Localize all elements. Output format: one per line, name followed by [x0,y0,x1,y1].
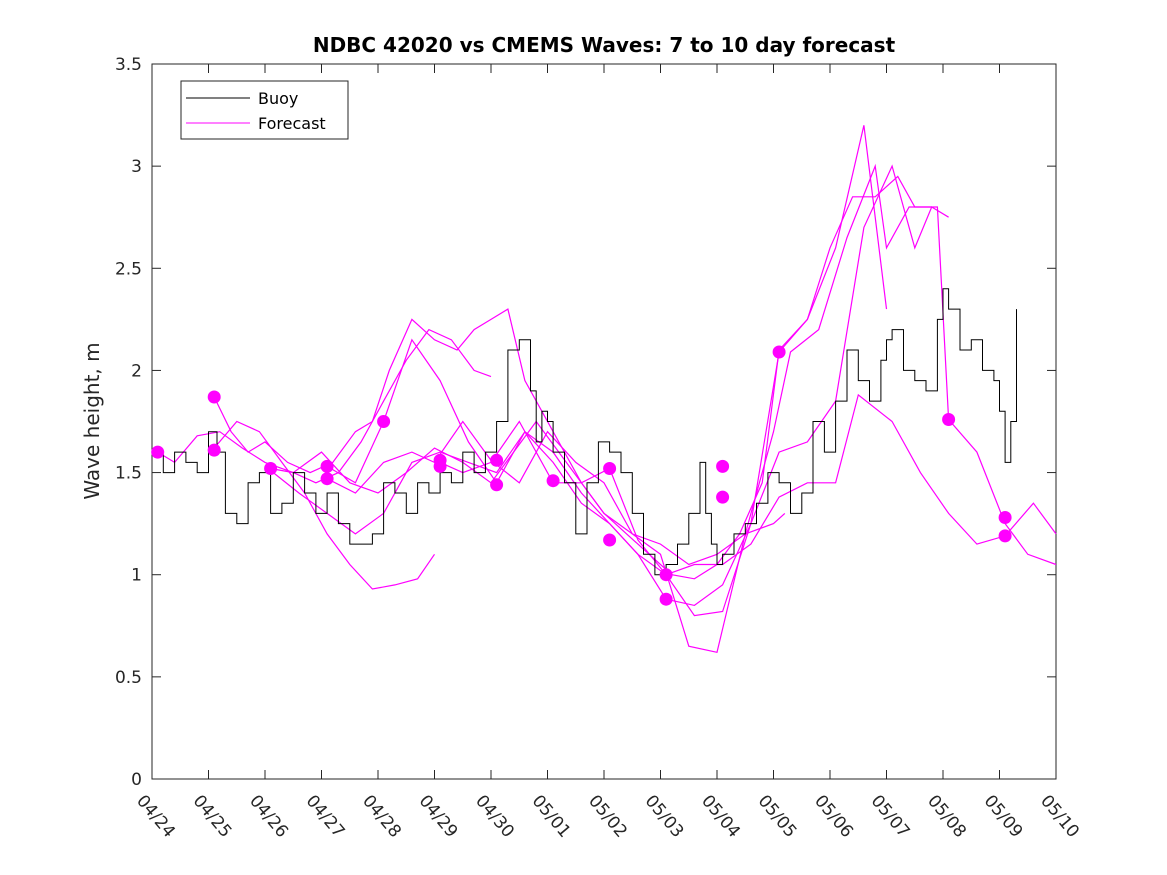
legend-label-forecast: Forecast [258,114,326,133]
forecast-marker [942,413,956,426]
x-tick-label: 05/05 [754,791,801,841]
forecast-marker [207,390,221,404]
y-tick-label: 0.5 [115,668,142,688]
forecast-line-2 [213,420,435,590]
forecast-marker [716,490,730,504]
x-tick-label: 04/25 [189,791,236,841]
y-tick-label: 3.5 [115,55,142,75]
y-axis-label: Wave height, m [80,342,104,499]
forecast-line-5 [326,125,888,617]
forecast-marker [490,478,504,492]
legend-label-buoy: Buoy [258,89,298,108]
forecast-marker [151,445,165,459]
forecast-marker [998,529,1012,543]
forecast-marker [772,345,786,359]
x-tick-label: 05/09 [980,791,1027,841]
x-tick-label: 04/29 [415,791,462,841]
forecast-marker [320,472,334,486]
forecast-marker [546,474,560,488]
forecast-marker [377,415,391,428]
x-tick-label: 05/08 [923,791,970,841]
x-tick-label: 05/07 [867,791,914,841]
forecast-line-6 [326,163,1057,654]
x-tick-label: 05/01 [528,791,575,841]
chart-title: NDBC 42020 vs CMEMS Waves: 7 to 10 day f… [313,33,896,57]
x-tick-label: 04/28 [358,791,405,841]
forecast-line-7 [439,393,1057,576]
x-tick-label: 05/10 [1036,791,1083,841]
series-layer [151,125,1057,654]
y-tick-label: 3 [131,157,142,177]
x-tick-label: 04/27 [302,791,349,841]
forecast-marker [603,462,617,475]
forecast-marker [207,443,221,457]
forecast-marker [659,568,673,582]
y-tick-label: 2 [131,361,142,381]
y-axis-ticks: 0 0.5 1 1.5 2 2.5 3 3.5 [115,55,1056,790]
forecast-marker [716,459,730,473]
legend-box [180,80,349,140]
forecast-line-3 [270,328,492,484]
forecast-marker [490,453,504,467]
legend: Buoy Forecast [180,80,349,140]
forecast-marker [659,592,673,606]
x-tick-label: 05/02 [584,791,631,841]
forecast-marker [433,459,447,473]
plot-area [151,63,1057,780]
y-tick-label: 2.5 [115,259,142,279]
x-tick-label: 04/30 [471,791,518,841]
buoy-line [152,288,1017,576]
forecast-marker [264,462,278,475]
x-tick-label: 05/06 [810,791,857,841]
forecast-marker [603,533,617,547]
x-tick-label: 04/26 [245,791,292,841]
x-tick-label: 05/03 [641,791,688,841]
forecast-marker [998,511,1012,524]
forecast-marker [320,459,334,473]
x-tick-label: 05/04 [697,791,744,841]
x-tick-label: 04/24 [132,791,179,841]
y-tick-label: 1 [131,566,142,586]
y-tick-label: 1.5 [115,464,142,484]
y-tick-label: 0 [131,770,142,790]
